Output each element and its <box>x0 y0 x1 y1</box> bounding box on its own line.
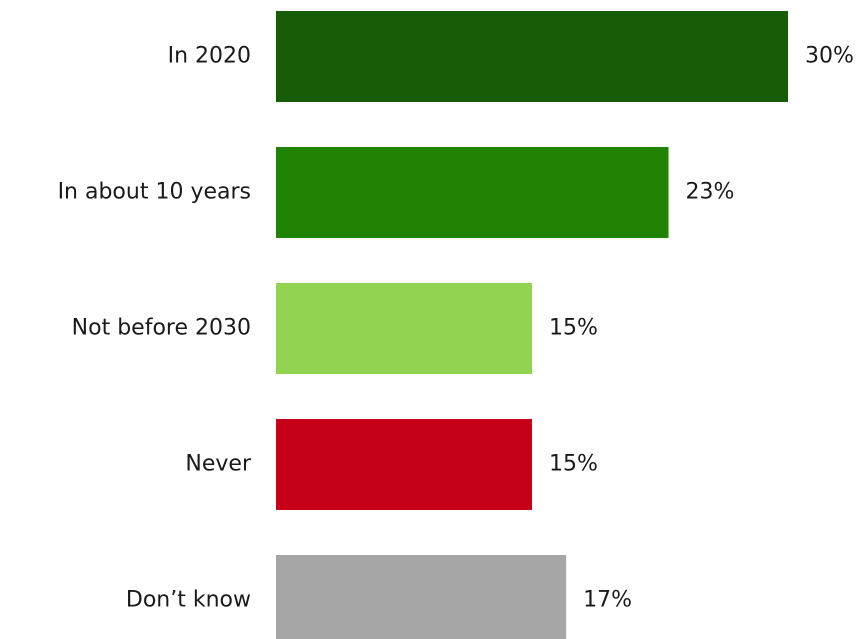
bar-1 <box>276 147 669 238</box>
value-label-0: 30% <box>805 44 854 69</box>
category-label-1: In about 10 years <box>58 180 251 205</box>
category-label-4: Don’t know <box>126 588 251 613</box>
bar-3 <box>276 419 532 510</box>
category-label-2: Not before 2030 <box>72 316 251 341</box>
bar-4 <box>276 555 567 639</box>
value-label-1: 23% <box>686 180 735 205</box>
category-label-3: Never <box>185 452 252 477</box>
category-label-0: In 2020 <box>168 44 251 69</box>
value-label-3: 15% <box>549 452 598 477</box>
value-label-2: 15% <box>549 316 598 341</box>
bar-2 <box>276 283 532 374</box>
bar-0 <box>276 11 788 102</box>
value-label-4: 17% <box>583 588 632 613</box>
